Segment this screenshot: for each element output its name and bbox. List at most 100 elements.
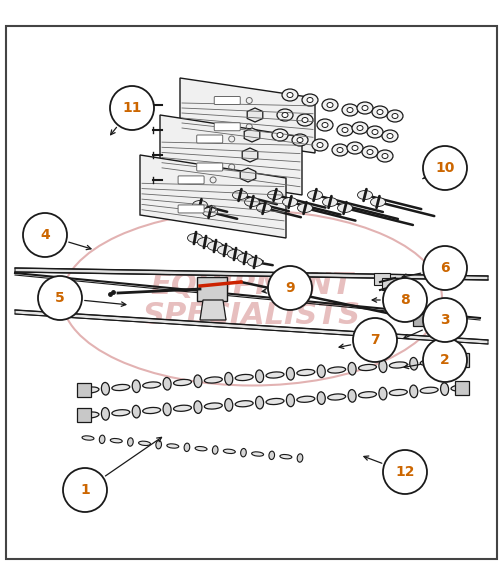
Ellipse shape xyxy=(327,367,346,373)
FancyBboxPatch shape xyxy=(374,273,390,285)
Ellipse shape xyxy=(132,405,140,418)
Ellipse shape xyxy=(377,150,393,162)
Ellipse shape xyxy=(277,109,293,121)
Ellipse shape xyxy=(195,446,207,451)
Polygon shape xyxy=(242,148,258,162)
FancyBboxPatch shape xyxy=(197,163,223,171)
Ellipse shape xyxy=(359,392,376,398)
Ellipse shape xyxy=(235,401,253,407)
Ellipse shape xyxy=(312,139,328,151)
Ellipse shape xyxy=(338,204,353,212)
Ellipse shape xyxy=(377,109,383,115)
Ellipse shape xyxy=(282,112,288,118)
Ellipse shape xyxy=(317,119,333,131)
Ellipse shape xyxy=(225,398,233,411)
Ellipse shape xyxy=(410,385,418,398)
Ellipse shape xyxy=(102,383,110,395)
Ellipse shape xyxy=(392,113,398,119)
Ellipse shape xyxy=(163,377,171,390)
Ellipse shape xyxy=(420,387,438,393)
Ellipse shape xyxy=(322,122,328,128)
Text: 2: 2 xyxy=(440,353,450,367)
Ellipse shape xyxy=(194,375,202,387)
Polygon shape xyxy=(15,310,488,344)
FancyBboxPatch shape xyxy=(178,205,204,213)
Polygon shape xyxy=(200,300,226,320)
Ellipse shape xyxy=(268,191,283,199)
Ellipse shape xyxy=(317,143,323,147)
Ellipse shape xyxy=(203,208,217,216)
Ellipse shape xyxy=(327,102,333,108)
Ellipse shape xyxy=(211,281,225,299)
Circle shape xyxy=(383,450,427,494)
Ellipse shape xyxy=(307,98,313,102)
Circle shape xyxy=(63,468,107,512)
Ellipse shape xyxy=(266,398,284,405)
Circle shape xyxy=(353,318,397,362)
Ellipse shape xyxy=(256,370,264,383)
Text: 3: 3 xyxy=(440,313,450,327)
Ellipse shape xyxy=(371,198,385,207)
Ellipse shape xyxy=(232,191,247,199)
Text: EQUIPMENT: EQUIPMENT xyxy=(150,270,354,300)
Ellipse shape xyxy=(163,403,171,416)
Ellipse shape xyxy=(410,357,418,370)
Ellipse shape xyxy=(174,405,192,411)
Ellipse shape xyxy=(193,201,208,209)
Text: 4: 4 xyxy=(40,228,50,242)
Ellipse shape xyxy=(235,374,253,381)
Ellipse shape xyxy=(132,380,140,393)
FancyBboxPatch shape xyxy=(197,135,223,143)
Ellipse shape xyxy=(302,94,318,106)
Ellipse shape xyxy=(237,253,253,263)
Ellipse shape xyxy=(143,407,160,414)
FancyBboxPatch shape xyxy=(390,283,406,295)
Ellipse shape xyxy=(138,441,150,446)
Polygon shape xyxy=(15,268,488,280)
Ellipse shape xyxy=(297,369,315,376)
Ellipse shape xyxy=(302,118,308,122)
Text: SPECIALISTS: SPECIALISTS xyxy=(143,301,361,329)
Ellipse shape xyxy=(208,242,222,250)
Ellipse shape xyxy=(387,110,403,122)
Ellipse shape xyxy=(357,126,363,130)
Ellipse shape xyxy=(266,372,284,378)
Ellipse shape xyxy=(451,357,469,363)
Ellipse shape xyxy=(348,363,356,375)
Polygon shape xyxy=(240,168,256,182)
Ellipse shape xyxy=(348,390,356,402)
Ellipse shape xyxy=(257,204,272,212)
Ellipse shape xyxy=(256,396,264,409)
Ellipse shape xyxy=(362,146,378,158)
Ellipse shape xyxy=(352,122,368,134)
Ellipse shape xyxy=(99,435,105,443)
Ellipse shape xyxy=(244,198,260,207)
Ellipse shape xyxy=(307,191,322,199)
Ellipse shape xyxy=(194,401,202,414)
Ellipse shape xyxy=(269,451,275,460)
Ellipse shape xyxy=(379,360,387,373)
Ellipse shape xyxy=(367,126,383,138)
Polygon shape xyxy=(247,108,263,122)
Circle shape xyxy=(423,298,467,342)
Circle shape xyxy=(268,266,312,310)
Ellipse shape xyxy=(389,390,407,395)
Ellipse shape xyxy=(82,436,94,440)
Ellipse shape xyxy=(382,153,388,159)
Ellipse shape xyxy=(286,367,294,380)
Ellipse shape xyxy=(286,394,294,407)
Ellipse shape xyxy=(292,134,308,146)
Ellipse shape xyxy=(347,142,363,154)
FancyBboxPatch shape xyxy=(77,383,91,397)
Ellipse shape xyxy=(322,198,338,207)
Ellipse shape xyxy=(342,128,348,132)
Circle shape xyxy=(423,146,467,190)
FancyBboxPatch shape xyxy=(455,381,469,395)
Ellipse shape xyxy=(184,443,190,452)
Ellipse shape xyxy=(128,438,133,446)
Text: 10: 10 xyxy=(435,161,455,175)
Ellipse shape xyxy=(198,238,212,246)
FancyBboxPatch shape xyxy=(77,408,91,422)
Ellipse shape xyxy=(441,383,449,395)
Ellipse shape xyxy=(359,364,376,370)
